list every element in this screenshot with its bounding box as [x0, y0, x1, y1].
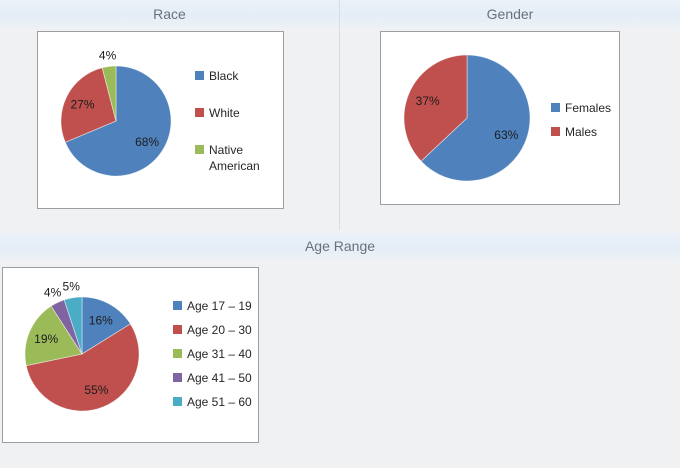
legend-item-native-american: Native American	[195, 142, 281, 174]
age-section-title: Age Range	[304, 238, 376, 254]
pie-data-label-age-51-60: 5%	[63, 280, 81, 294]
pie-data-label-native-american: 4%	[99, 49, 117, 63]
pie-slice-white	[60, 67, 117, 143]
race-pie-svg: 68% 27% 4%	[60, 49, 172, 177]
gender-section: Gender 63% 37% Females Males	[340, 0, 680, 230]
gender-header-band: Gender	[340, 0, 680, 27]
pie-slice-age-31-40	[24, 305, 83, 367]
legend-swatch-icon	[173, 301, 182, 310]
legend-swatch-icon	[195, 71, 204, 80]
legend-item-age-20-30: Age 20 – 30	[173, 322, 252, 338]
pie-data-label-age-20-30: 55%	[84, 383, 108, 397]
legend-label: Females	[565, 101, 612, 115]
pie-slice-black	[64, 65, 172, 177]
legend-label: Age 17 – 19	[187, 299, 252, 313]
legend-item-black: Black	[195, 68, 281, 84]
legend-item-age-31-40: Age 31 – 40	[173, 346, 252, 362]
gender-section-body: 63% 37% Females Males	[340, 27, 680, 230]
gender-pie-chart: 63% 37% Females Males	[380, 31, 620, 205]
age-header-band: Age Range	[0, 233, 680, 259]
race-section: Race 68% 27% 4% Black White Native American	[0, 0, 340, 230]
age-pie-chart: 16% 55% 19% 4% 5% Age 17 – 19 Age 20 – 30 Age …	[2, 267, 259, 443]
pie-data-label-age-31-40: 19%	[34, 332, 58, 346]
pie-data-label-black: 68%	[135, 135, 159, 149]
legend-swatch-icon	[173, 397, 182, 406]
legend-label: Age 31 – 40	[187, 347, 252, 361]
age-section-body: 16% 55% 19% 4% 5% Age 17 – 19 Age 20 – 30 Age …	[0, 259, 680, 468]
legend-item-age-41-50: Age 41 – 50	[173, 370, 252, 386]
age-legend: Age 17 – 19 Age 20 – 30 Age 31 – 40 Age 41 …	[173, 298, 252, 410]
legend-item-males: Males	[551, 124, 611, 140]
pie-slice-age-20-30	[25, 323, 140, 412]
legend-label: Age 20 – 30	[187, 323, 252, 337]
legend-swatch-icon	[551, 127, 560, 136]
age-pie-svg: 16% 55% 19% 4% 5%	[24, 280, 140, 412]
pie-slice-age-51-60	[63, 296, 83, 355]
legend-item-age-17-19: Age 17 – 19	[173, 298, 252, 314]
gender-section-title: Gender	[486, 5, 534, 22]
legend-label: White	[209, 106, 240, 120]
gender-pie-svg: 63% 37%	[403, 54, 531, 182]
legend-item-white: White	[195, 105, 281, 121]
legend-label: Males	[565, 125, 598, 139]
pie-slice-age-17-19	[81, 296, 131, 355]
pie-slice-males	[403, 54, 468, 162]
race-section-title: Race	[153, 5, 186, 22]
age-section: Age Range 16% 55% 19% 4% 5% Age 17 – 19 Age 2…	[0, 233, 680, 468]
pie-data-label-age-41-50: 4%	[44, 285, 62, 299]
legend-swatch-icon	[173, 349, 182, 358]
legend-item-age-51-60: Age 51 – 60	[173, 394, 252, 410]
legend-label: Age 41 – 50	[187, 371, 252, 385]
race-pie-chart: 68% 27% 4% Black White Native American	[37, 31, 284, 209]
race-section-body: 68% 27% 4% Black White Native American	[0, 27, 339, 230]
legend-swatch-icon	[551, 103, 560, 112]
legend-swatch-icon	[195, 145, 204, 154]
pie-data-label-white: 27%	[70, 98, 94, 112]
pie-slice-native-american	[101, 65, 117, 122]
legend-swatch-icon	[173, 325, 182, 334]
race-header-band: Race	[0, 0, 339, 27]
gender-legend: Females Males	[551, 100, 611, 140]
pie-data-label-age-17-19: 16%	[89, 313, 113, 327]
legend-label: Age 51 – 60	[187, 395, 252, 409]
legend-item-females: Females	[551, 100, 611, 116]
pie-slice-females	[420, 54, 531, 182]
legend-label: Native American	[209, 143, 260, 173]
pie-data-label-females: 63%	[494, 128, 518, 142]
race-legend: Black White Native American	[195, 68, 281, 174]
top-row: Race 68% 27% 4% Black White Native American …	[0, 0, 680, 230]
pie-data-label-males: 37%	[416, 94, 440, 108]
legend-swatch-icon	[173, 373, 182, 382]
legend-swatch-icon	[195, 108, 204, 117]
legend-label: Black	[209, 69, 239, 83]
